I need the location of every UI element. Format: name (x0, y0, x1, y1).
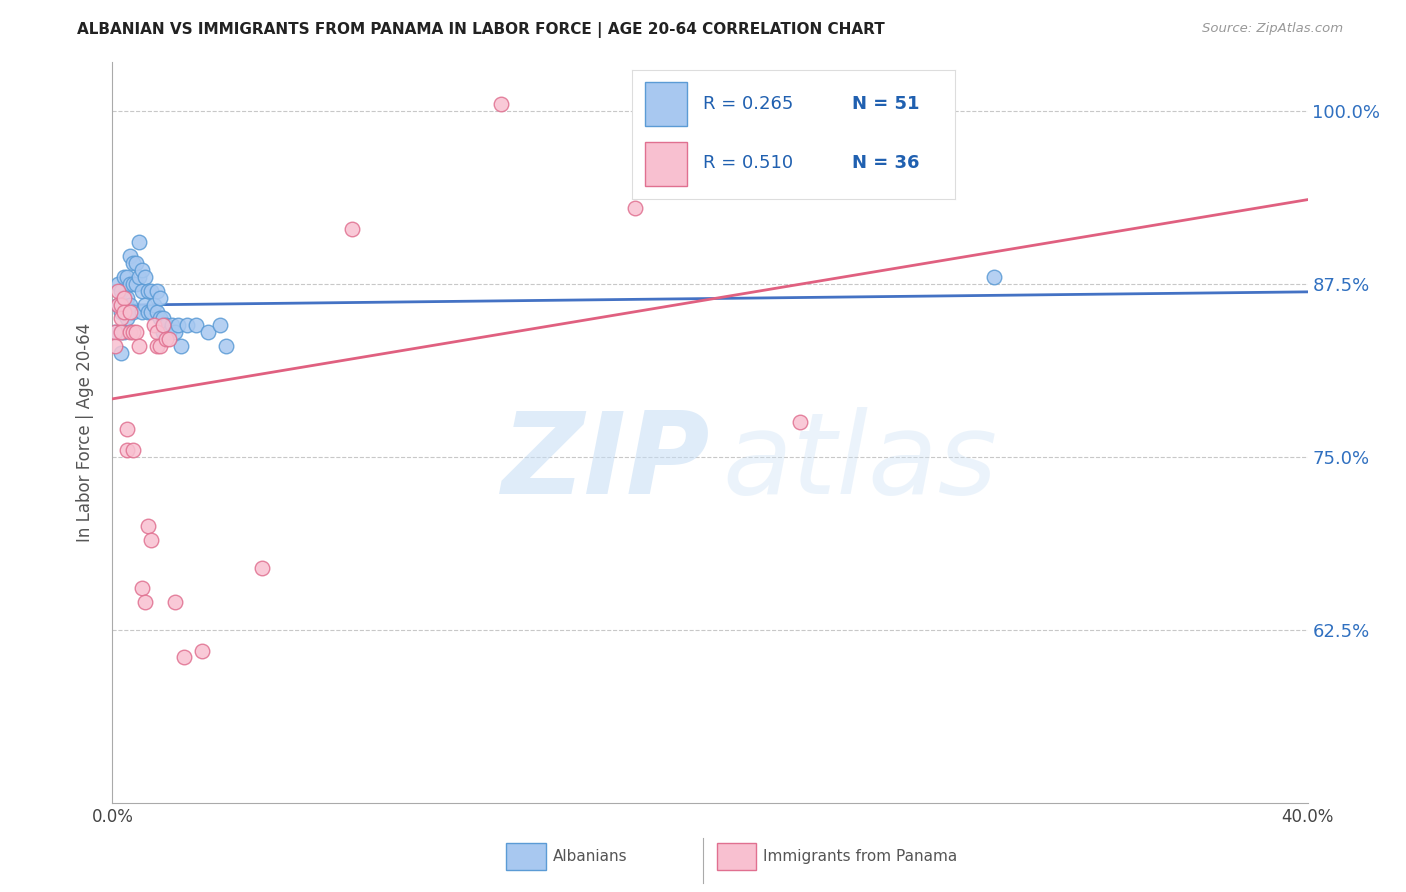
Point (152, 311, 174, 326)
Point (165, 595, 187, 609)
Point (215, 339, 238, 353)
Point (176, 318, 198, 333)
Point (152, 318, 174, 333)
Point (104, 339, 127, 353)
Point (789, 415, 811, 429)
Point (104, 326, 127, 340)
Point (489, 97, 512, 112)
Point (186, 318, 208, 333)
Point (120, 297, 142, 311)
Point (131, 582, 153, 596)
Point (157, 326, 180, 340)
Point (122, 326, 145, 340)
Point (146, 339, 169, 353)
Point (107, 277, 129, 291)
Point (110, 297, 132, 311)
Point (120, 304, 142, 318)
Point (134, 595, 156, 609)
Point (624, 201, 647, 215)
Point (191, 643, 214, 657)
Point (143, 318, 166, 333)
Point (146, 326, 169, 340)
Point (114, 269, 135, 284)
Point (146, 304, 169, 318)
Point (110, 284, 132, 298)
Point (104, 326, 127, 340)
Text: Immigrants from Panama: Immigrants from Panama (763, 849, 957, 863)
Point (209, 318, 232, 333)
Point (141, 533, 163, 547)
Point (122, 304, 145, 318)
Point (110, 326, 132, 340)
Point (107, 284, 129, 298)
Point (117, 422, 139, 436)
Point (114, 304, 135, 318)
Point (128, 235, 150, 250)
Point (120, 326, 142, 340)
Point (117, 311, 139, 326)
Point (141, 284, 163, 298)
Point (122, 442, 145, 457)
Point (117, 269, 139, 284)
Point (120, 249, 142, 263)
Point (117, 291, 139, 305)
Point (120, 277, 142, 291)
Point (110, 311, 132, 326)
Point (138, 304, 160, 318)
Y-axis label: In Labor Force | Age 20-64: In Labor Force | Age 20-64 (76, 323, 94, 542)
Point (155, 318, 177, 333)
Text: Source: ZipAtlas.com: Source: ZipAtlas.com (1202, 22, 1343, 36)
Text: Albanians: Albanians (553, 849, 627, 863)
Point (138, 284, 160, 298)
Point (141, 304, 163, 318)
Point (157, 332, 180, 346)
Point (250, 560, 273, 574)
Point (107, 297, 129, 311)
Point (170, 339, 193, 353)
Text: ZIP: ZIP (502, 407, 710, 517)
Point (167, 318, 190, 333)
Point (128, 269, 150, 284)
Point (155, 332, 177, 346)
Point (134, 269, 156, 284)
Point (114, 297, 135, 311)
Point (138, 519, 160, 533)
Point (107, 297, 129, 311)
Point (131, 284, 153, 298)
Point (149, 339, 172, 353)
Point (110, 304, 132, 318)
Point (117, 442, 139, 457)
Point (110, 326, 132, 340)
Point (131, 304, 153, 318)
Point (983, 269, 1005, 284)
Point (114, 291, 135, 305)
Text: ALBANIAN VS IMMIGRANTS FROM PANAMA IN LABOR FORCE | AGE 20-64 CORRELATION CHART: ALBANIAN VS IMMIGRANTS FROM PANAMA IN LA… (77, 22, 886, 38)
Point (162, 318, 183, 333)
Point (340, 221, 363, 235)
Point (122, 256, 145, 270)
Point (149, 291, 172, 305)
Point (110, 346, 132, 360)
Point (114, 326, 135, 340)
Point (122, 277, 145, 291)
Point (134, 297, 156, 311)
Text: atlas: atlas (723, 407, 997, 517)
Point (165, 326, 187, 340)
Point (128, 339, 150, 353)
Point (125, 256, 148, 270)
Point (125, 277, 148, 291)
Point (146, 284, 169, 298)
Point (143, 297, 166, 311)
Point (152, 326, 174, 340)
Point (197, 326, 219, 340)
Point (173, 650, 195, 665)
Point (149, 311, 172, 326)
Point (131, 263, 153, 277)
Point (125, 326, 148, 340)
